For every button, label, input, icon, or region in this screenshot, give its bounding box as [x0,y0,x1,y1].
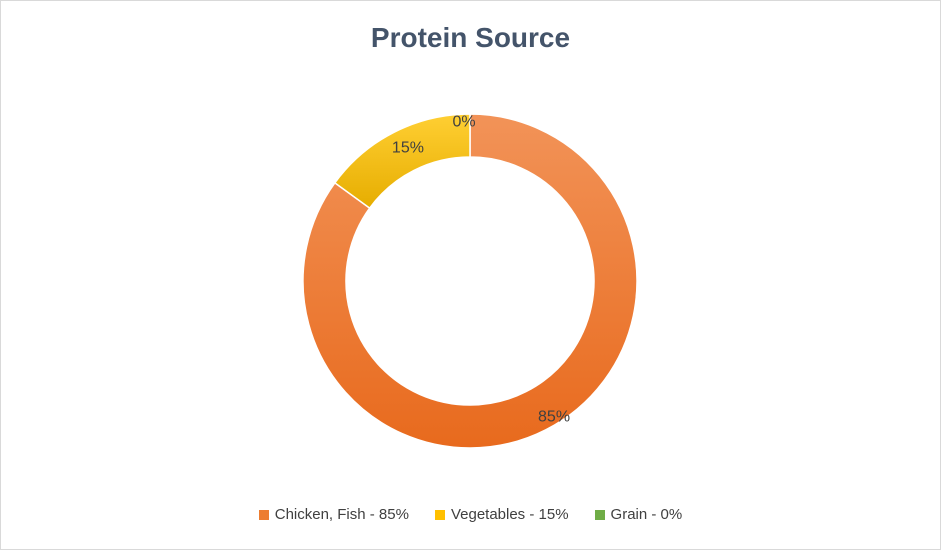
data-label-vegetables: 15% [392,139,424,156]
legend-swatch-grain [594,509,605,520]
donut-slices [302,113,638,449]
legend-label-chicken-fish: Chicken, Fish - 85% [274,506,409,523]
legend-item-chicken-fish: Chicken, Fish - 85% [258,506,409,523]
chart-title: Protein Source [370,22,571,53]
data-label-chicken-fish: 85% [538,409,570,426]
legend-label-grain: Grain - 0% [610,506,683,523]
legend-item-grain: Grain - 0% [594,506,683,523]
legend-item-vegetables: Vegetables - 15% [434,506,569,523]
legend-swatch-chicken-fish [258,509,269,520]
data-labels: 85% 15% 0% [392,114,570,426]
slice-chicken-fish [302,113,638,449]
data-label-grain: 0% [452,114,475,131]
legend-swatch-vegetables [434,509,445,520]
legend-label-vegetables: Vegetables - 15% [450,506,569,523]
slice-vegetables [333,113,471,210]
chart-legend: Chicken, Fish - 85% Vegetables - 15% Grain… [0,506,941,523]
